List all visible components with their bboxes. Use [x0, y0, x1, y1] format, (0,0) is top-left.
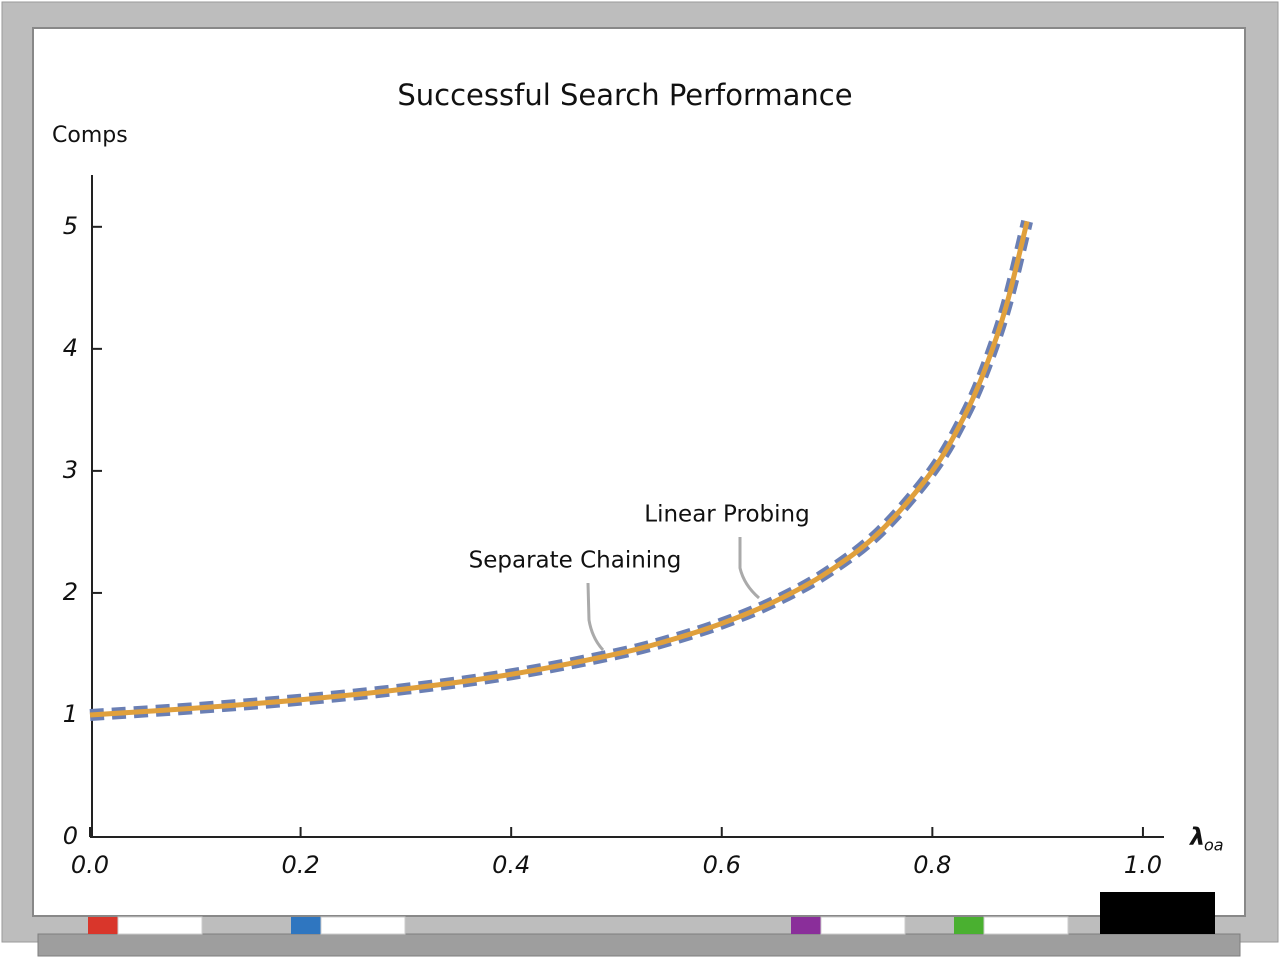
y-tick-label: 2	[63, 578, 78, 606]
board-surface	[32, 27, 1246, 917]
series-line	[89, 220, 1030, 718]
x-axis-label: λ	[1188, 823, 1205, 851]
x-tick-label: 1.0	[1124, 851, 1162, 879]
y-tick-label: 0	[63, 822, 78, 850]
marker-body	[320, 916, 406, 935]
x-tick-label: 0.8	[913, 851, 951, 879]
chart-title: Successful Search Performance	[397, 78, 852, 112]
marker-green	[954, 917, 984, 934]
marker-purple	[791, 917, 821, 934]
series-annotation: Separate Chaining	[469, 548, 682, 574]
marker-body	[117, 916, 203, 935]
marker-blue	[291, 917, 321, 934]
leader-line	[738, 537, 760, 600]
x-tick-label: 0.6	[703, 851, 741, 879]
series-annotation: Linear Probing	[644, 502, 809, 528]
marker-tray	[37, 933, 1241, 957]
x-axis-label-subscript: oa	[1204, 836, 1224, 855]
y-tick-label: 4	[63, 334, 78, 362]
x-tick-label: 0.0	[71, 851, 109, 879]
y-tick-label: 3	[63, 456, 78, 484]
x-tick-label: 0.4	[492, 851, 530, 879]
marker-body	[820, 916, 906, 935]
y-tick-label: 5	[63, 212, 78, 240]
leader-line	[586, 582, 605, 652]
marker-body	[983, 916, 1069, 935]
y-axis-label: Comps	[52, 123, 128, 148]
marker-red	[88, 917, 118, 934]
eraser	[1100, 892, 1215, 934]
x-tick-label: 0.2	[282, 851, 320, 879]
y-tick-label: 1	[63, 700, 78, 728]
